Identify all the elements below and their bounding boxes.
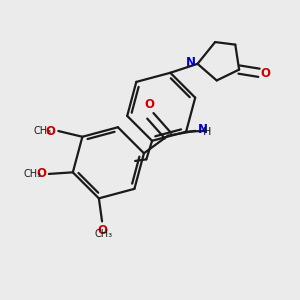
Text: CH₃: CH₃: [94, 230, 113, 239]
Text: CH₃: CH₃: [33, 126, 51, 136]
Text: O: O: [144, 98, 154, 111]
Text: O: O: [97, 224, 107, 237]
Text: N: N: [186, 56, 196, 69]
Text: O: O: [36, 167, 46, 180]
Text: CH₃: CH₃: [24, 169, 42, 179]
Text: O: O: [260, 67, 270, 80]
Text: H: H: [203, 128, 212, 137]
Text: O: O: [46, 124, 56, 137]
Text: N: N: [198, 123, 208, 136]
